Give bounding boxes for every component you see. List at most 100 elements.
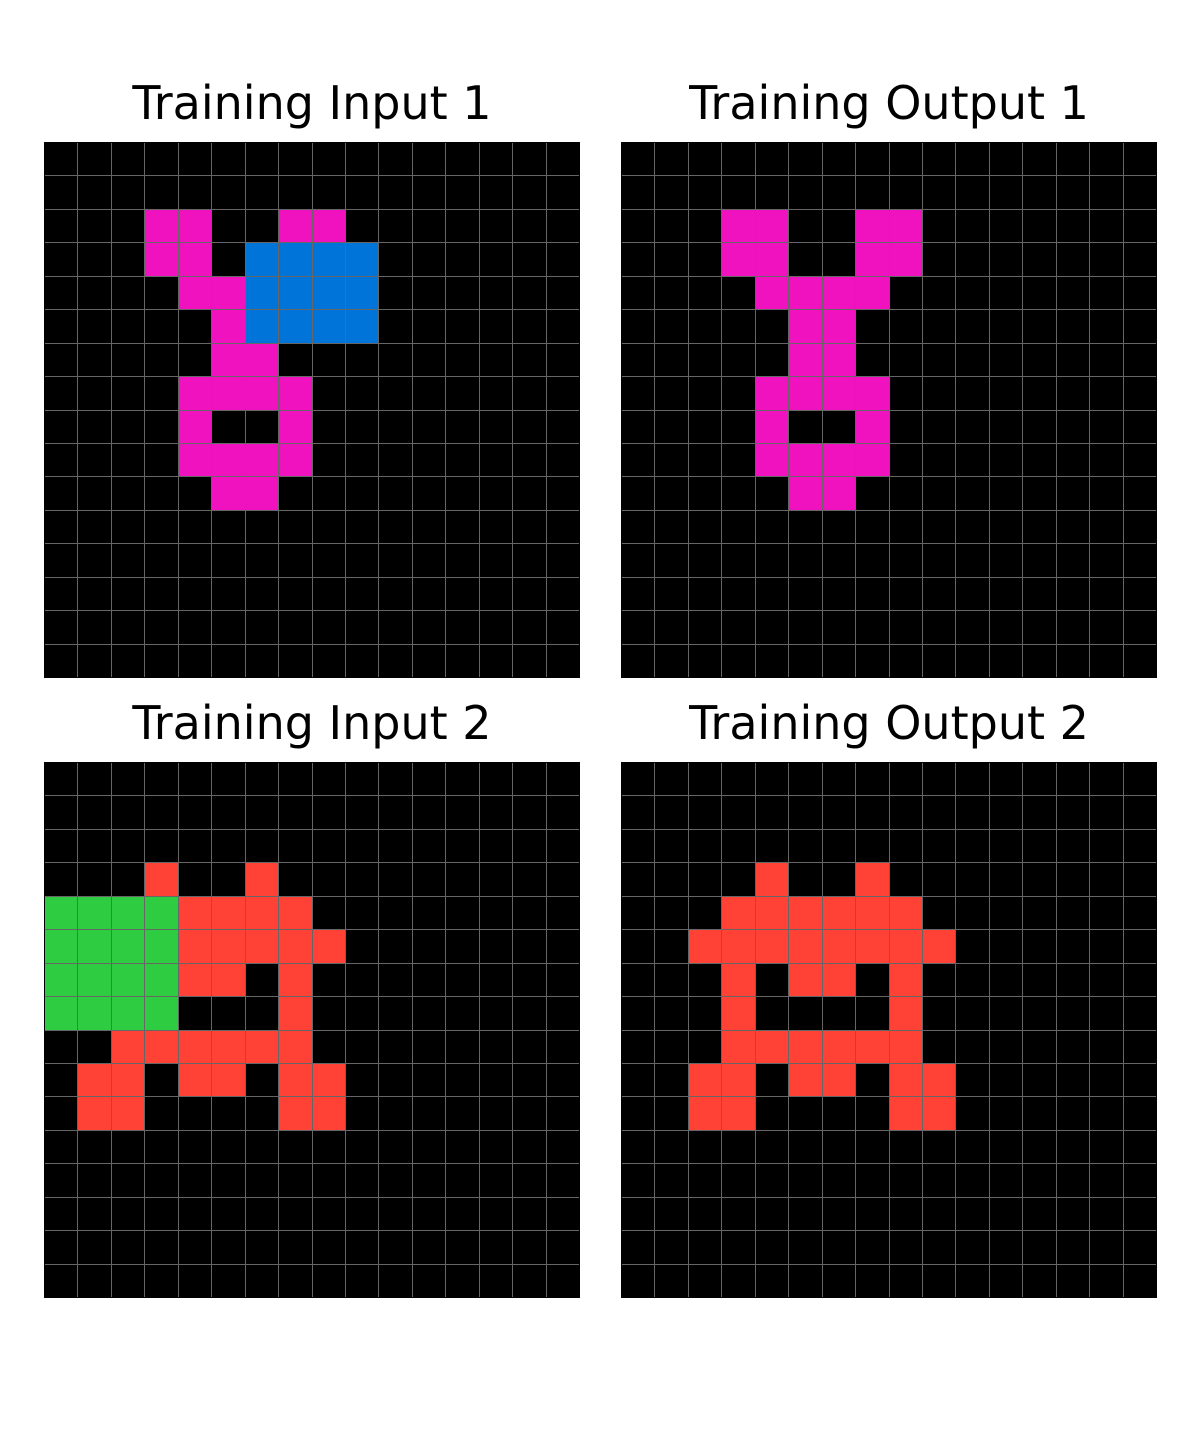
grid-cell: [546, 896, 579, 930]
grid-cell: [546, 510, 579, 544]
grid-cell: [111, 577, 145, 611]
grid-cell: [856, 896, 889, 930]
grid-cell: [956, 443, 989, 477]
grid-cell: [1056, 443, 1090, 477]
grid-cell: [78, 343, 111, 377]
grid-cell: [1123, 796, 1156, 829]
grid-cell: [479, 544, 513, 577]
grid-cell: [989, 930, 1023, 963]
grid-cell: [513, 443, 546, 477]
grid-cell: [989, 276, 1023, 310]
grid-cell: [111, 997, 145, 1030]
grid-cell: [212, 577, 245, 611]
grid-cell: [956, 863, 989, 896]
grid-cell: [111, 796, 145, 829]
grid-cell: [688, 410, 722, 443]
grid-cell: [312, 763, 345, 796]
grid-cell: [755, 410, 789, 443]
grid-cell: [956, 1063, 989, 1097]
grid-cell: [655, 796, 688, 829]
grid-cell: [655, 477, 688, 510]
grid-cell: [822, 1164, 856, 1197]
grid-cell: [822, 963, 856, 997]
grid-cell: [755, 611, 789, 644]
grid-cell: [513, 477, 546, 510]
grid-cell: [822, 176, 856, 209]
grid-cell: [145, 997, 178, 1030]
grid-cell: [479, 1130, 513, 1164]
grid-cell: [513, 763, 546, 796]
grid-cell: [145, 1231, 178, 1264]
grid-cell: [446, 410, 479, 443]
grid-cell: [45, 310, 78, 343]
grid-cell: [513, 1063, 546, 1097]
grid-cell: [446, 1130, 479, 1164]
grid-cell: [789, 611, 822, 644]
grid-cell: [622, 343, 655, 377]
grid-cell: [655, 544, 688, 577]
grid-cell: [446, 1231, 479, 1264]
grid-cell: [956, 477, 989, 510]
grid-cell: [755, 1264, 789, 1297]
grid-cell: [755, 1097, 789, 1130]
grid-cell: [1123, 930, 1156, 963]
grid-cell: [789, 1164, 822, 1197]
grid-cell: [622, 963, 655, 997]
grid-cell: [722, 1231, 755, 1264]
grid-cell: [111, 1264, 145, 1297]
grid-cell: [513, 377, 546, 410]
grid-cell: [956, 544, 989, 577]
grid-cell: [822, 1030, 856, 1063]
grid-cell: [345, 1097, 379, 1130]
grid-cell: [279, 829, 312, 863]
grid-cell: [688, 477, 722, 510]
grid-cell: [446, 796, 479, 829]
grid-cell: [989, 1063, 1023, 1097]
grid-cell: [412, 477, 446, 510]
grid-cell: [789, 176, 822, 209]
grid-cell: [446, 143, 479, 176]
grid-cell: [789, 510, 822, 544]
grid-cell: [622, 611, 655, 644]
grid-cell: [856, 930, 889, 963]
grid-cell: [145, 443, 178, 477]
grid-cell: [212, 544, 245, 577]
grid-cell: [1123, 644, 1156, 677]
grid-cell: [655, 1264, 688, 1297]
grid-cell: [412, 1063, 446, 1097]
grid-cell: [279, 143, 312, 176]
grid-cell: [622, 410, 655, 443]
grid-cell: [78, 176, 111, 209]
grid-cell: [822, 829, 856, 863]
grid-cell: [546, 443, 579, 477]
grid-cell: [856, 577, 889, 611]
grid-cell: [1056, 1097, 1090, 1130]
grid-cell: [688, 243, 722, 276]
grid-cell: [1023, 796, 1056, 829]
grid-cell: [622, 377, 655, 410]
grid-cell: [722, 963, 755, 997]
grid-cell: [212, 510, 245, 544]
grid-cell: [1090, 1097, 1123, 1130]
grid-cell: [479, 143, 513, 176]
grid-cell: [145, 377, 178, 410]
grid-cell: [989, 1264, 1023, 1297]
grid-cell: [379, 644, 412, 677]
grid-cell: [412, 176, 446, 209]
grid-cell: [412, 510, 446, 544]
grid-cell: [111, 176, 145, 209]
grid-cell: [922, 763, 956, 796]
grid-cell: [412, 443, 446, 477]
grid-cell: [78, 477, 111, 510]
grid-cell: [78, 997, 111, 1030]
grid-cell: [312, 611, 345, 644]
grid-cell: [479, 963, 513, 997]
grid-cell: [212, 443, 245, 477]
grid-cell: [479, 410, 513, 443]
grid-cell: [1056, 896, 1090, 930]
grid-cell: [279, 1231, 312, 1264]
grid-cell: [111, 276, 145, 310]
grid-cell: [722, 763, 755, 796]
grid-cell: [312, 1030, 345, 1063]
grid-cell: [622, 209, 655, 243]
